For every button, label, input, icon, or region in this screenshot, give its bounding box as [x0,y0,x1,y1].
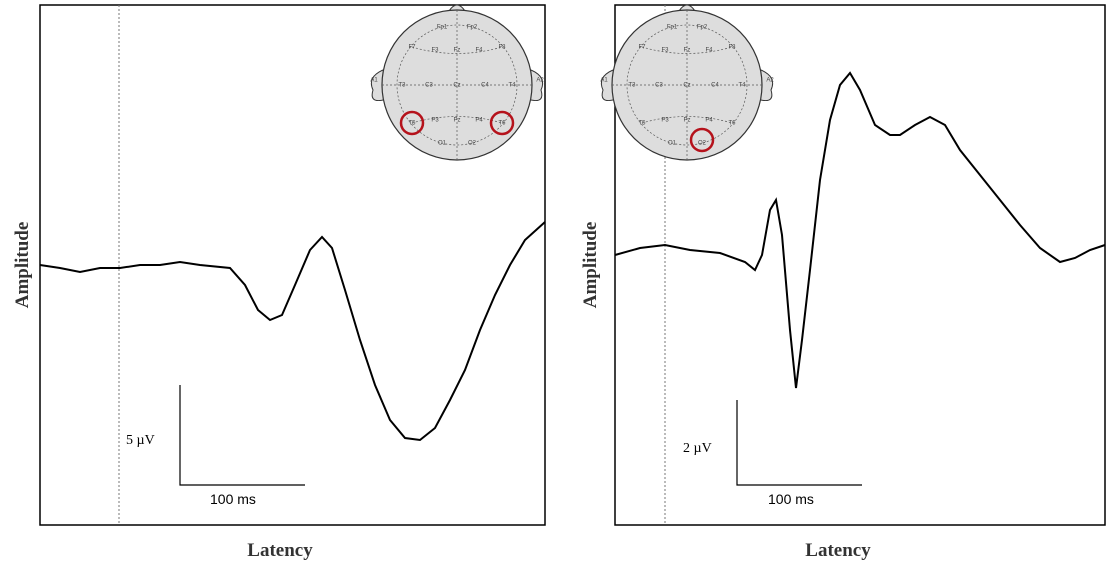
electrode-label: C3 [425,83,433,89]
electrode-label: Cz [683,83,690,89]
x-label: Latency [247,540,313,561]
electrode-label: T4 [738,83,746,89]
head-map: Fp1 Fp2 F7 F3 Fz F4 F8 A1 T3 C3 Cz C4 T4 A2 T5 P3 Pz P4 T6… [600,4,774,161]
electrode-highlight [399,110,425,136]
y-label: Amplitude [580,222,601,309]
electrode-label: Fp1 [667,25,678,31]
electrode-label: T4 [508,83,516,89]
electrode-label: C3 [655,83,663,89]
scale-amplitude: 2 µV [683,441,712,456]
electrode-label: F3 [431,48,439,54]
electrode-label: Fz [684,48,691,54]
electrode-label: T6 [498,121,506,127]
electrode-label: F3 [661,48,669,54]
guide [396,24,518,146]
electrode-label: A1 [600,78,608,84]
electrode-label: O1 [438,141,447,147]
ear [760,69,774,101]
electrode-label: P3 [431,118,439,124]
electrode-label: F4 [705,48,713,54]
guide [641,46,733,124]
ear [600,69,614,101]
panel-frame [614,4,1106,526]
electrode-label: F8 [498,45,506,51]
guide [411,46,503,124]
electrode-label: P4 [705,118,713,124]
electrode-label: C4 [481,83,489,89]
electrode-label: O2 [468,141,477,147]
electrode-label: F7 [638,45,646,51]
guide [626,24,748,146]
electrode-label: F7 [408,45,416,51]
electrode-label: P3 [661,118,669,124]
electrode-label: Cz [453,83,460,89]
electrode-label: T3 [628,83,636,89]
ear [370,69,384,101]
head-map: Fp1 Fp2 F7 F3 Fz F4 F8 A1 T3 C3 Cz C4 T4 A2 T5 P3 Pz P4 T6… [370,4,544,161]
electrode-label: T5 [408,121,416,127]
scale-bar [179,385,305,486]
ear [530,69,544,101]
waveform [614,71,1106,389]
scale-time: 100 ms [210,491,256,507]
electrode-label: O2 [698,141,707,147]
electrode-label: Fz [454,48,461,54]
electrode-label: O1 [668,141,677,147]
electrode-label: T5 [638,121,646,127]
electrode-label: F4 [475,48,483,54]
electrode-highlight [489,110,515,136]
electrode-label: A1 [370,78,378,84]
y-label: Amplitude [12,222,33,309]
electrode-label: T6 [728,121,736,127]
nose [678,4,696,12]
scale-time: 100 ms [768,491,814,507]
nose [448,4,466,12]
electrode-label: F8 [728,45,736,51]
electrode-label: P4 [475,118,483,124]
scale-bar [736,400,862,486]
electrode-label: T3 [398,83,406,89]
electrode-label: Fp2 [467,25,478,31]
electrode-label: Pz [683,118,690,124]
electrode-label: Fp2 [697,25,708,31]
electrode-label: A2 [766,78,774,84]
electrode-label: C4 [711,83,719,89]
electrode-label: Pz [453,118,460,124]
electrode-label: Fp1 [437,25,448,31]
waveform [39,221,546,442]
electrode-highlight [689,127,715,153]
electrode-label: A2 [536,78,544,84]
x-label: Latency [805,540,871,561]
scale-amplitude: 5 µV [126,433,155,448]
